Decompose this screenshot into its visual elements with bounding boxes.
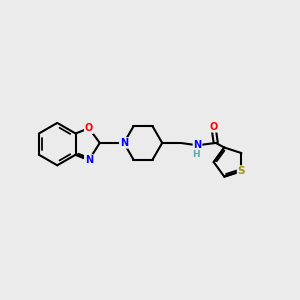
Text: N: N [120,138,128,148]
Text: O: O [85,123,93,133]
Text: N: N [194,140,202,150]
Text: N: N [85,155,93,165]
Text: H: H [192,150,200,159]
Text: O: O [209,122,217,132]
Text: S: S [238,166,245,176]
